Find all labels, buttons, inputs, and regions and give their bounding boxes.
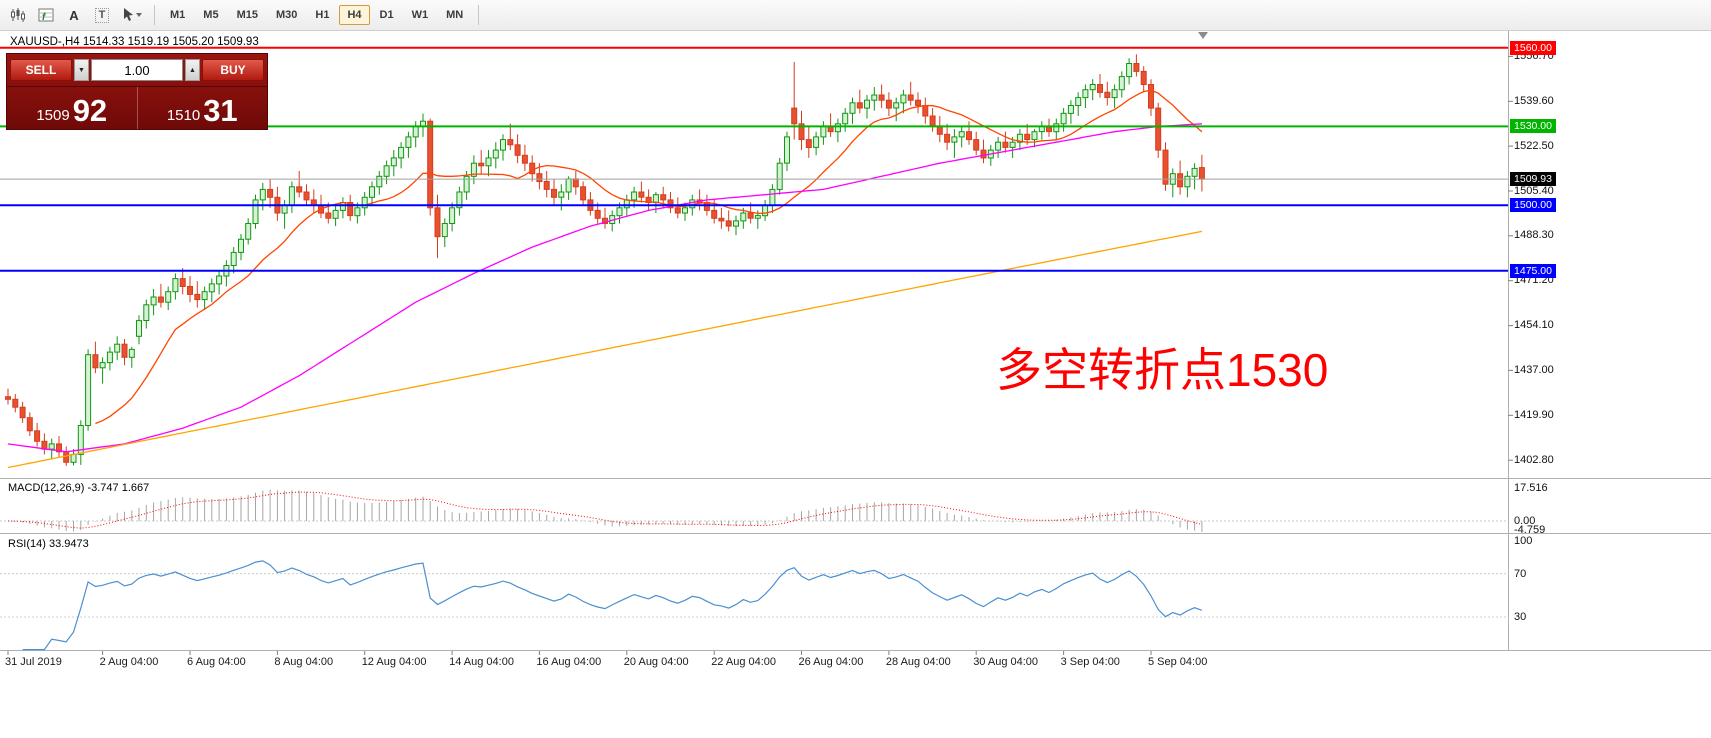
letter-a-glyph: A <box>69 7 79 23</box>
timeframe-m5-button[interactable]: M5 <box>195 5 226 25</box>
timeframe-m1-button[interactable]: M1 <box>162 5 193 25</box>
trade-panel-prices: 1509 92 1510 31 <box>7 86 267 129</box>
buy-price-main: 1510 <box>166 107 201 124</box>
letter-t-glyph: T <box>94 7 110 23</box>
chart-type-icon[interactable] <box>5 3 31 27</box>
chart-shift-marker <box>1198 32 1208 39</box>
rsi-indicator-label: RSI(14) 33.9473 <box>8 538 89 550</box>
sell-price-main: 1509 <box>36 107 70 124</box>
timeframe-mn-button[interactable]: MN <box>438 5 471 25</box>
toolbar-separator <box>478 5 480 25</box>
one-click-trading-panel: SELL ▼ ▲ BUY 1509 92 1510 31 <box>6 53 268 130</box>
trade-panel-controls: SELL ▼ ▲ BUY <box>7 54 267 86</box>
sell-price-display[interactable]: 1509 92 <box>7 87 137 129</box>
svg-text:f: f <box>42 12 47 23</box>
timeframe-m15-button[interactable]: M15 <box>229 5 266 25</box>
timeframe-h1-button[interactable]: H1 <box>307 5 337 25</box>
timeframe-h4-button[interactable]: H4 <box>339 5 370 25</box>
buy-price-pips: 31 <box>203 93 238 128</box>
symbol-ohlc-readout: XAUUSD-,H4 1514.33 1519.19 1505.20 1509.… <box>10 36 259 48</box>
sell-price-pips: 92 <box>72 93 108 128</box>
macd-indicator-label: MACD(12,26,9) -3.747 1.667 <box>8 482 150 494</box>
text-tool-icon[interactable]: T <box>89 3 115 27</box>
indicators-icon[interactable]: f <box>33 3 59 27</box>
timeframe-w1-button[interactable]: W1 <box>404 5 437 25</box>
cursor-tool-icon[interactable] <box>117 3 147 27</box>
sell-button[interactable]: SELL <box>10 59 72 81</box>
label-tool-icon[interactable]: A <box>61 3 87 27</box>
buy-button[interactable]: BUY <box>202 59 264 81</box>
chart-annotation: 多空转折点1530 <box>996 344 1329 396</box>
volume-input[interactable] <box>91 59 183 81</box>
volume-decrease-button[interactable]: ▼ <box>74 59 89 81</box>
timeframe-m30-button[interactable]: M30 <box>268 5 305 25</box>
buy-price-display[interactable]: 1510 31 <box>136 87 268 129</box>
toolbar-separator <box>154 5 155 25</box>
timeframe-buttons: M1 M5 M15 M30 H1 H4 D1 W1 MN <box>161 5 472 25</box>
timeframe-d1-button[interactable]: D1 <box>372 5 402 25</box>
volume-increase-button[interactable]: ▲ <box>185 59 200 81</box>
